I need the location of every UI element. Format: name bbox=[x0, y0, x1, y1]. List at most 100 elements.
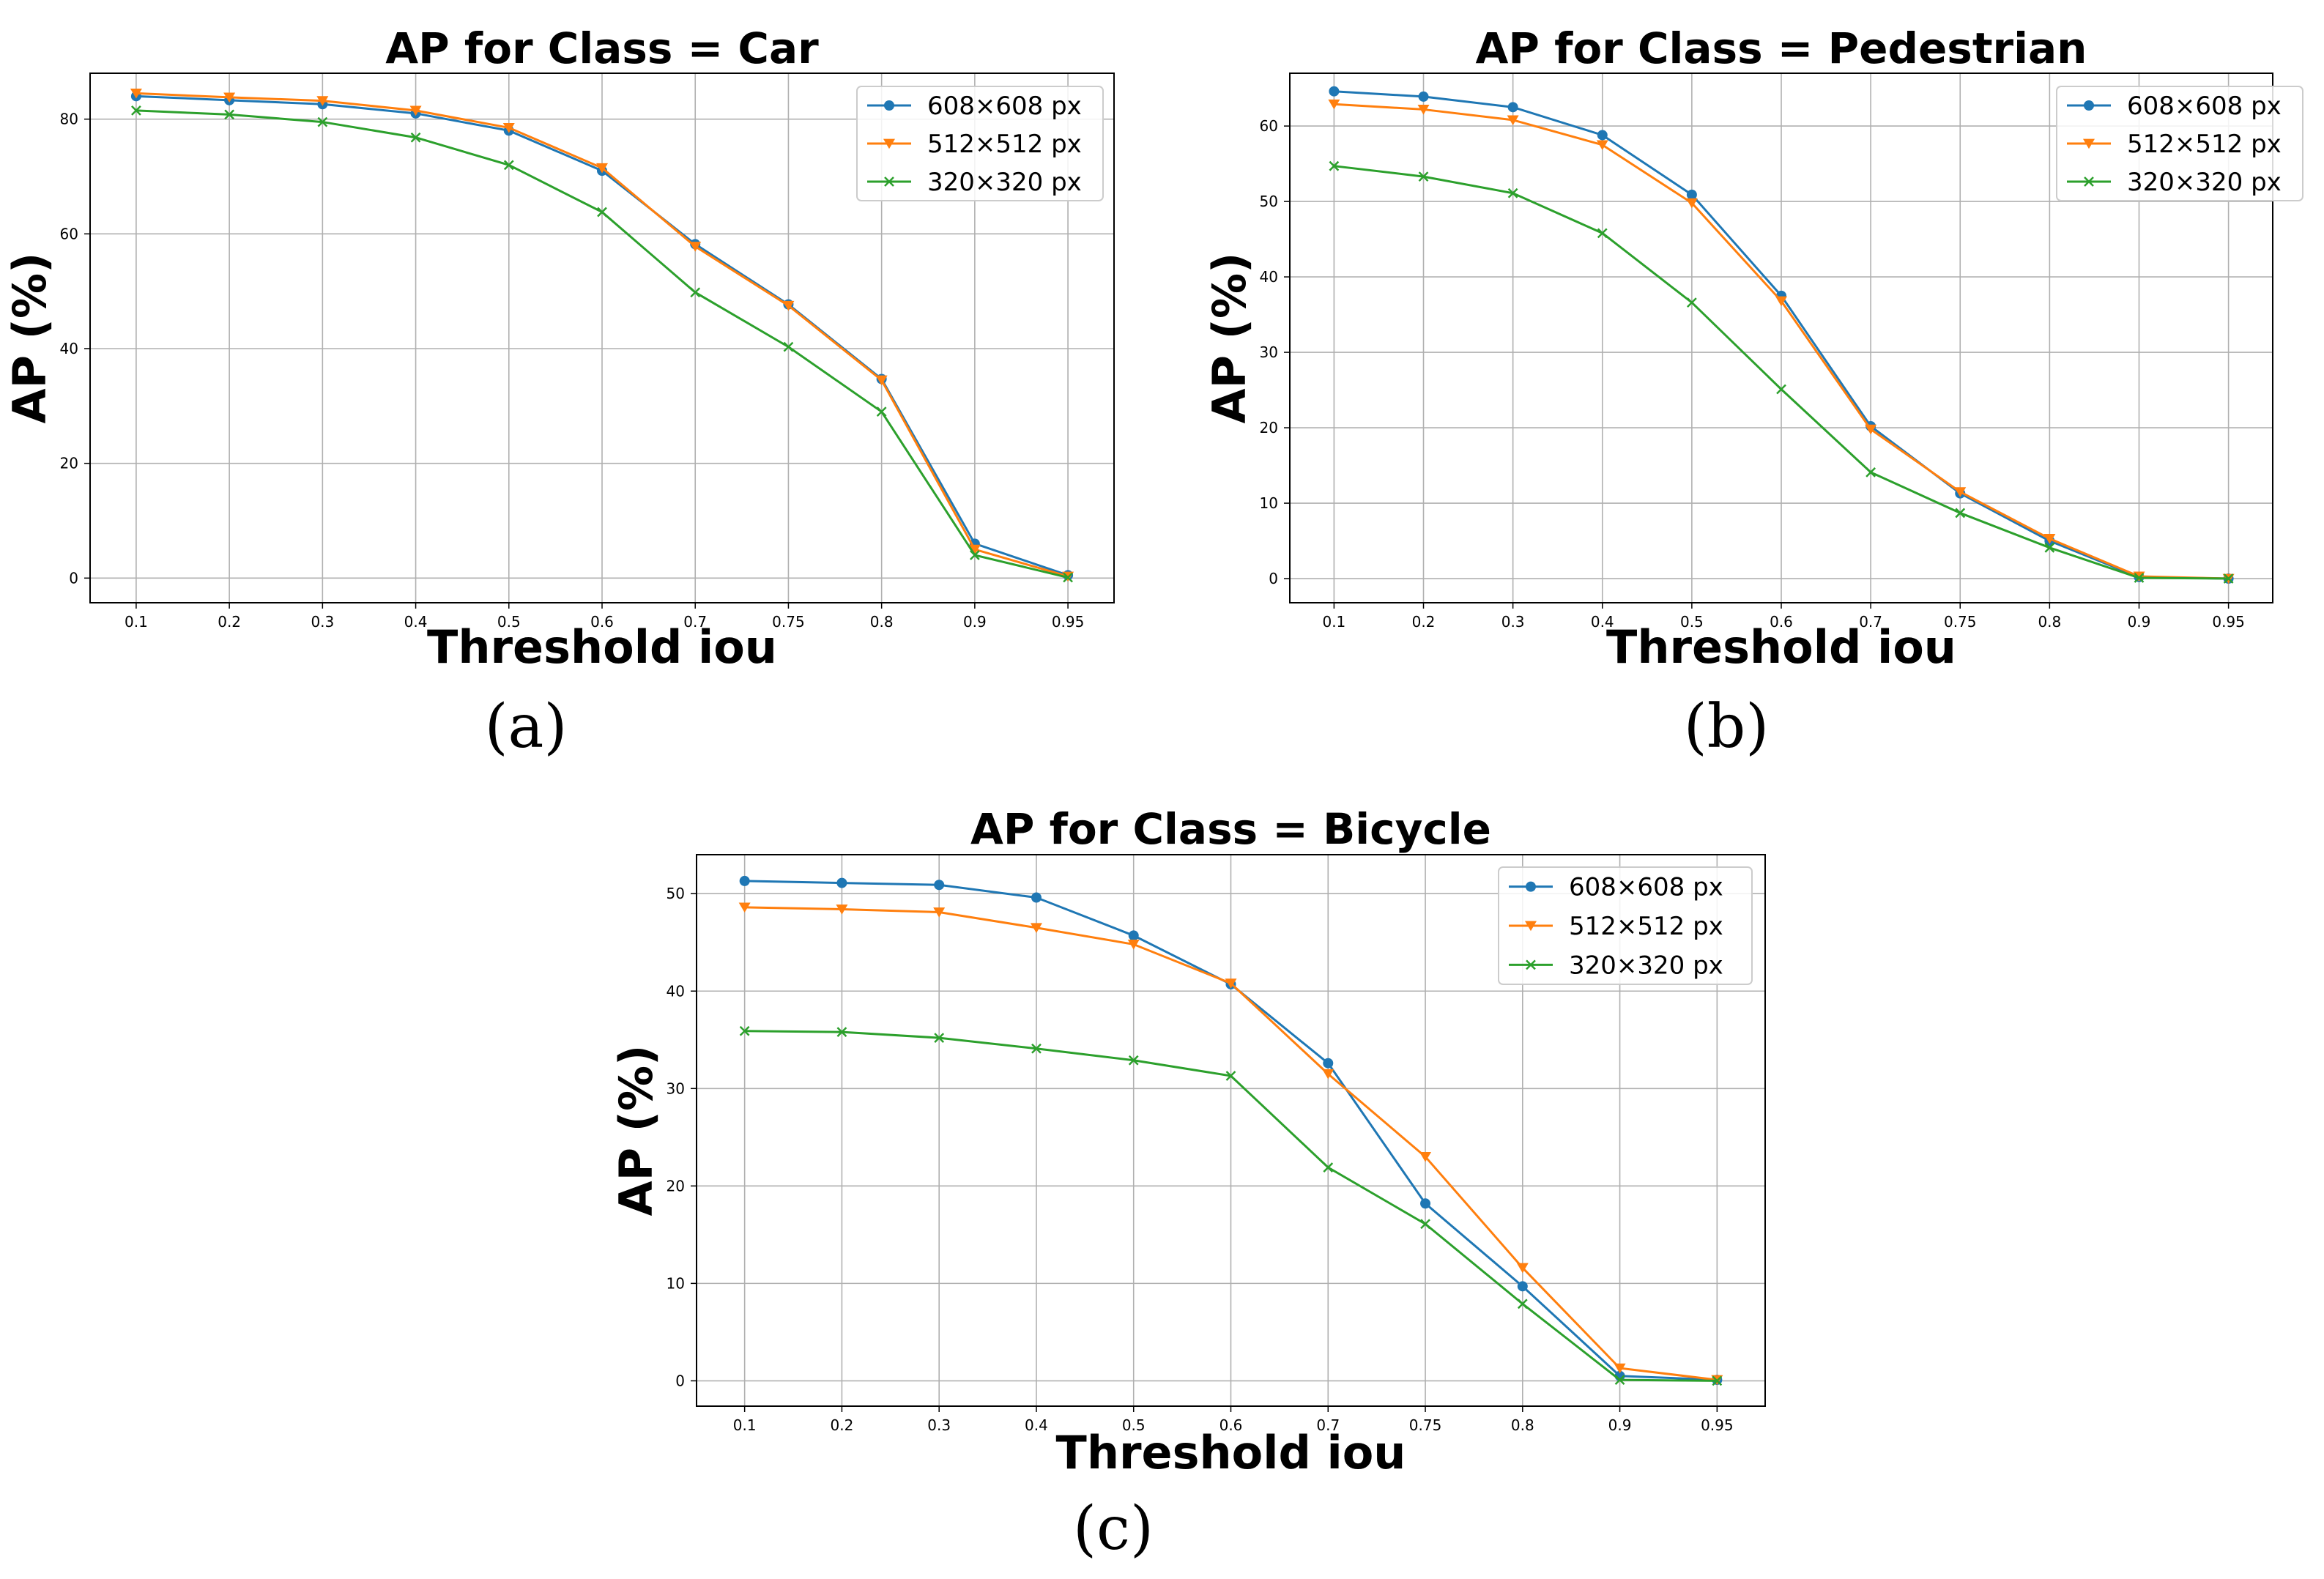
data-point bbox=[317, 116, 328, 127]
data-point bbox=[876, 406, 887, 417]
y-tick-label: 50 bbox=[667, 885, 685, 902]
x-tick-label: 0.95 bbox=[2212, 613, 2245, 631]
chart-panel-bicycle: 0.1 0.2 0.3 0.4 0.5 0.6 0.7 0.75 0.8 0.9 0.95 0 10 20… bbox=[579, 776, 1772, 1579]
data-point bbox=[1063, 572, 1073, 583]
legend-label: 512×512 px bbox=[1569, 912, 1723, 941]
data-point bbox=[1225, 978, 1237, 989]
data-point bbox=[131, 105, 141, 116]
axis-ticks: 0.1 0.2 0.3 0.4 0.5 0.6 0.7 0.75 0.8 0.9 0.95 0 10 20… bbox=[667, 885, 1734, 1434]
legend-label: 608×608 px bbox=[2127, 92, 2282, 121]
x-tick-label: 0.9 bbox=[963, 613, 987, 631]
data-point bbox=[934, 880, 945, 891]
chart-car-svg: 0.1 0.2 0.3 0.4 0.5 0.6 0.7 0.75 0.8 0.9 0.95 0 20 40… bbox=[3, 23, 1115, 674]
data-point bbox=[1865, 467, 1876, 478]
legend-swatch-marker bbox=[2083, 138, 2095, 149]
data-point bbox=[690, 287, 701, 298]
data-point bbox=[1686, 297, 1697, 308]
x-tick-label: 0.5 bbox=[1680, 613, 1704, 631]
y-tick-label: 60 bbox=[1260, 117, 1278, 135]
data-point bbox=[130, 89, 142, 99]
series-x bbox=[739, 1025, 1723, 1386]
x-tick-label: 0.3 bbox=[1501, 613, 1525, 631]
x-tick-label: 0.7 bbox=[1859, 613, 1882, 631]
caption-c: (c) bbox=[1073, 1494, 1154, 1564]
y-tick-label: 40 bbox=[60, 340, 78, 357]
series-triangle-down bbox=[1328, 99, 2235, 584]
data-point bbox=[1030, 923, 1042, 933]
legend-label: 320×320 px bbox=[1569, 951, 1723, 980]
data-point bbox=[1419, 1152, 1432, 1162]
data-point bbox=[1323, 1162, 1334, 1173]
data-point bbox=[1507, 187, 1518, 198]
data-point bbox=[836, 877, 847, 888]
chart-title: AP for Class = Pedestrian bbox=[1476, 23, 2087, 73]
data-point bbox=[596, 163, 608, 174]
legend: 608×608 px 512×512 px 320×320 px bbox=[1498, 866, 1753, 985]
x-tick-label: 0.2 bbox=[831, 1416, 854, 1434]
data-point bbox=[1954, 487, 1967, 497]
caption-a: (a) bbox=[484, 692, 568, 762]
data-point bbox=[836, 904, 848, 915]
x-tick-label: 0.6 bbox=[1219, 1416, 1243, 1434]
data-point bbox=[1614, 1375, 1625, 1385]
data-point bbox=[1128, 930, 1139, 941]
plot-frame bbox=[89, 73, 1115, 603]
y-tick-label: 20 bbox=[667, 1177, 685, 1195]
data-point bbox=[410, 132, 421, 143]
data-point bbox=[1418, 171, 1429, 182]
legend-label: 608×608 px bbox=[1569, 873, 1723, 902]
data-point bbox=[1128, 1055, 1139, 1066]
x-tick-label: 0.8 bbox=[1511, 1416, 1534, 1434]
data-point bbox=[739, 875, 750, 886]
y-axis-label: AP (%) bbox=[1203, 253, 1256, 424]
x-tick-label: 0.1 bbox=[1322, 613, 1345, 631]
y-tick-label: 0 bbox=[675, 1372, 685, 1389]
data-point bbox=[1685, 198, 1698, 209]
x-tick-label: 0.95 bbox=[1052, 613, 1085, 631]
data-point bbox=[503, 160, 514, 171]
data-point bbox=[1323, 1058, 1334, 1069]
data-point bbox=[933, 907, 946, 918]
x-tick-label: 0.3 bbox=[311, 613, 334, 631]
data-point bbox=[689, 242, 702, 252]
data-point bbox=[1127, 939, 1140, 950]
x-tick-label: 0.5 bbox=[1122, 1416, 1146, 1434]
y-tick-label: 40 bbox=[667, 982, 685, 1000]
y-axis-label: AP (%) bbox=[3, 253, 56, 424]
data-point bbox=[1329, 160, 1340, 171]
data-point bbox=[502, 123, 515, 133]
legend-label: 512×512 px bbox=[2127, 130, 2282, 159]
data-point bbox=[1418, 91, 1429, 102]
x-axis-label: Threshold iou bbox=[427, 620, 777, 674]
x-tick-label: 0.9 bbox=[1608, 1416, 1632, 1434]
chart-title: AP for Class = Car bbox=[385, 23, 819, 73]
x-tick-label: 0.7 bbox=[1316, 1416, 1340, 1434]
y-tick-label: 50 bbox=[1260, 193, 1278, 210]
legend-swatch-marker bbox=[1525, 921, 1537, 932]
legend-swatch-marker bbox=[883, 138, 895, 149]
y-tick-label: 20 bbox=[1260, 419, 1278, 436]
x-tick-label: 0.4 bbox=[1591, 613, 1614, 631]
y-tick-label: 10 bbox=[667, 1274, 685, 1292]
data-point bbox=[224, 109, 235, 120]
data-point bbox=[1517, 1281, 1528, 1292]
legend: 608×608 px 512×512 px 320×320 px bbox=[2056, 86, 2303, 201]
y-tick-label: 30 bbox=[1260, 343, 1278, 361]
data-point bbox=[1597, 130, 1608, 141]
data-point bbox=[1328, 99, 1340, 110]
y-tick-label: 30 bbox=[667, 1080, 685, 1097]
data-point bbox=[1225, 1071, 1236, 1081]
data-point bbox=[1031, 892, 1042, 903]
data-point bbox=[223, 92, 236, 103]
data-point bbox=[968, 544, 981, 555]
legend-label: 320×320 px bbox=[2127, 168, 2282, 197]
data-point bbox=[316, 96, 329, 106]
data-point bbox=[1420, 1198, 1431, 1209]
data-point bbox=[1322, 1069, 1334, 1080]
data-point bbox=[969, 550, 980, 560]
caption-b: (b) bbox=[1683, 692, 1770, 762]
series-x bbox=[1329, 160, 2234, 584]
series-x bbox=[131, 105, 1073, 583]
data-point bbox=[1420, 1219, 1430, 1230]
legend-swatch-marker bbox=[1526, 959, 1536, 970]
